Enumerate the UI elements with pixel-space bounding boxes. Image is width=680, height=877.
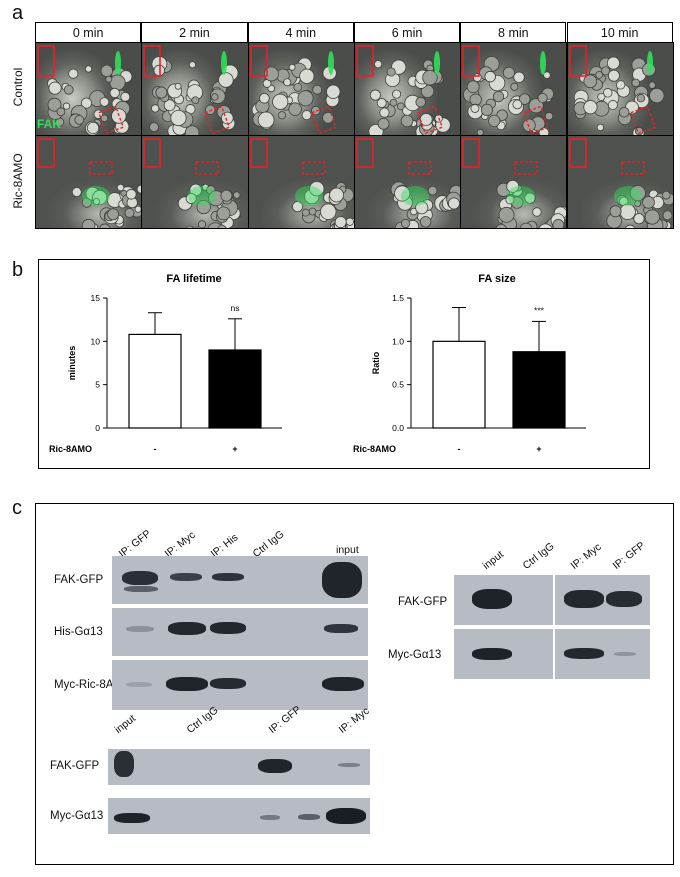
microscopy-image bbox=[462, 138, 567, 228]
blot1-lane-input: input bbox=[336, 544, 359, 556]
panel-c-western-blots: IP: GFP IP: Myc IP: His Ctrl IgG input F… bbox=[35, 503, 674, 865]
blot3-row-fak-gfp: FAK-GFP bbox=[50, 760, 100, 772]
timepoint-header: 8 min bbox=[460, 22, 567, 42]
control-frame bbox=[247, 42, 355, 136]
y-tick-label: 10 bbox=[91, 336, 101, 346]
significance-label: ns bbox=[231, 303, 240, 313]
panel-c-letter: c bbox=[12, 497, 22, 519]
microscopy-image bbox=[143, 138, 242, 228]
fak-overlay-label: FAK bbox=[37, 117, 61, 131]
chart-fa-size: FA size 0.0 0.5 1.0 1.5 Ratio - + *** Ric-8AMO bbox=[353, 273, 586, 454]
microscopy-image bbox=[356, 138, 461, 228]
category-label: + bbox=[232, 444, 237, 454]
panel-b-charts: FA lifetime 0 5 10 15 minutes - + ns Ric-8AMO FA … bbox=[38, 259, 650, 469]
timepoint-header: 10 min bbox=[566, 22, 673, 42]
blot1-row-myc-ric8a: Myc-Ric-8A bbox=[54, 679, 114, 691]
blot3-lane-input: input bbox=[112, 712, 138, 736]
control-frame bbox=[353, 42, 462, 136]
chart-title: FA size bbox=[478, 273, 516, 285]
blot2-lane-ctrl-igg: Ctrl IgG bbox=[520, 540, 557, 572]
microscopy-image bbox=[568, 45, 664, 135]
blot2-row-myc-ga13: Myc-Gα13 bbox=[388, 649, 442, 661]
control-frame bbox=[141, 42, 249, 136]
blot2-myc-ga13-strip bbox=[454, 629, 650, 679]
category-label: + bbox=[536, 444, 541, 454]
blot1-his-ga13-strip bbox=[112, 608, 368, 656]
microscopy-image bbox=[37, 138, 142, 228]
ric8amo-frame bbox=[566, 135, 674, 229]
timepoint-header: 2 min bbox=[141, 22, 248, 42]
category-label: - bbox=[458, 444, 461, 454]
condition-label: Ric-8AMO bbox=[353, 444, 396, 454]
bar bbox=[128, 333, 182, 429]
y-axis-label: minutes bbox=[67, 346, 77, 381]
timepoint-header: 0 min bbox=[35, 22, 142, 42]
blot3-row-myc-ga13: Myc-Gα13 bbox=[50, 810, 104, 822]
y-axis-label: Ratio bbox=[371, 351, 381, 374]
y-tick-label: 0.5 bbox=[392, 380, 404, 390]
blot3-myc-ga13-strip bbox=[108, 798, 370, 834]
ric8amo-frame bbox=[141, 135, 249, 229]
chart-title: FA lifetime bbox=[166, 273, 221, 285]
y-tick-label: 0 bbox=[95, 423, 100, 433]
microscopy-image bbox=[568, 138, 673, 228]
bar-charts-svg: FA lifetime 0 5 10 15 minutes - + ns Ric-8AMO FA … bbox=[49, 273, 586, 454]
y-tick-label: 0.0 bbox=[392, 423, 404, 433]
blot1-row-his-ga13: His-Gα13 bbox=[54, 626, 103, 638]
y-tick-label: 1.0 bbox=[392, 336, 404, 346]
blot1-myc-ric8a-strip bbox=[112, 660, 368, 710]
y-tick-label: 1.5 bbox=[392, 293, 404, 303]
blot1-row-fak-gfp: FAK-GFP bbox=[54, 574, 104, 586]
microscopy-image bbox=[462, 45, 555, 135]
control-frame bbox=[35, 42, 143, 136]
blot2-lane-ip-gfp: IP: GFP bbox=[610, 539, 648, 572]
chart-fa-lifetime: FA lifetime 0 5 10 15 minutes - + ns Ric-8AMO bbox=[49, 273, 282, 454]
significance-label: *** bbox=[534, 305, 545, 315]
ric8amo-frame bbox=[460, 135, 568, 229]
category-label: - bbox=[154, 444, 157, 454]
blot2-row-fak-gfp: FAK-GFP bbox=[398, 596, 448, 608]
ric8amo-frame bbox=[353, 135, 462, 229]
blot2-lane-input: input bbox=[480, 548, 506, 572]
y-tick-label: 5 bbox=[95, 380, 100, 390]
row-label-ric8amo: Ric-8AMO bbox=[11, 153, 25, 209]
ric8amo-frame bbox=[35, 135, 143, 229]
bar bbox=[512, 351, 566, 429]
timepoint-header: 4 min bbox=[247, 22, 354, 42]
condition-label: Ric-8AMO bbox=[49, 444, 92, 454]
microscopy-image bbox=[249, 45, 341, 135]
timepoint-header: 6 min bbox=[353, 22, 461, 42]
bar bbox=[432, 340, 486, 429]
panel-b-letter: b bbox=[12, 259, 24, 281]
microscopy-image bbox=[249, 138, 354, 228]
control-frame bbox=[566, 42, 674, 136]
ric8amo-frame bbox=[247, 135, 355, 229]
control-frame bbox=[460, 42, 568, 136]
blot1-fak-gfp-strip bbox=[112, 556, 368, 604]
panel-a-letter: a bbox=[12, 2, 24, 24]
panel-a-timelapse: 0 min 2 min 4 min 6 min 8 min 10 min bbox=[35, 22, 674, 230]
microscopy-image bbox=[37, 45, 133, 135]
row-label-control: Control bbox=[11, 67, 25, 107]
blot3-fak-gfp-strip bbox=[108, 749, 370, 785]
blot2-lane-ip-myc: IP: Myc bbox=[568, 540, 604, 572]
microscopy-image bbox=[143, 45, 239, 135]
microscopy-image bbox=[356, 45, 451, 135]
bar bbox=[208, 349, 262, 429]
blot2-fak-gfp-strip bbox=[454, 575, 650, 625]
y-tick-label: 15 bbox=[91, 293, 101, 303]
